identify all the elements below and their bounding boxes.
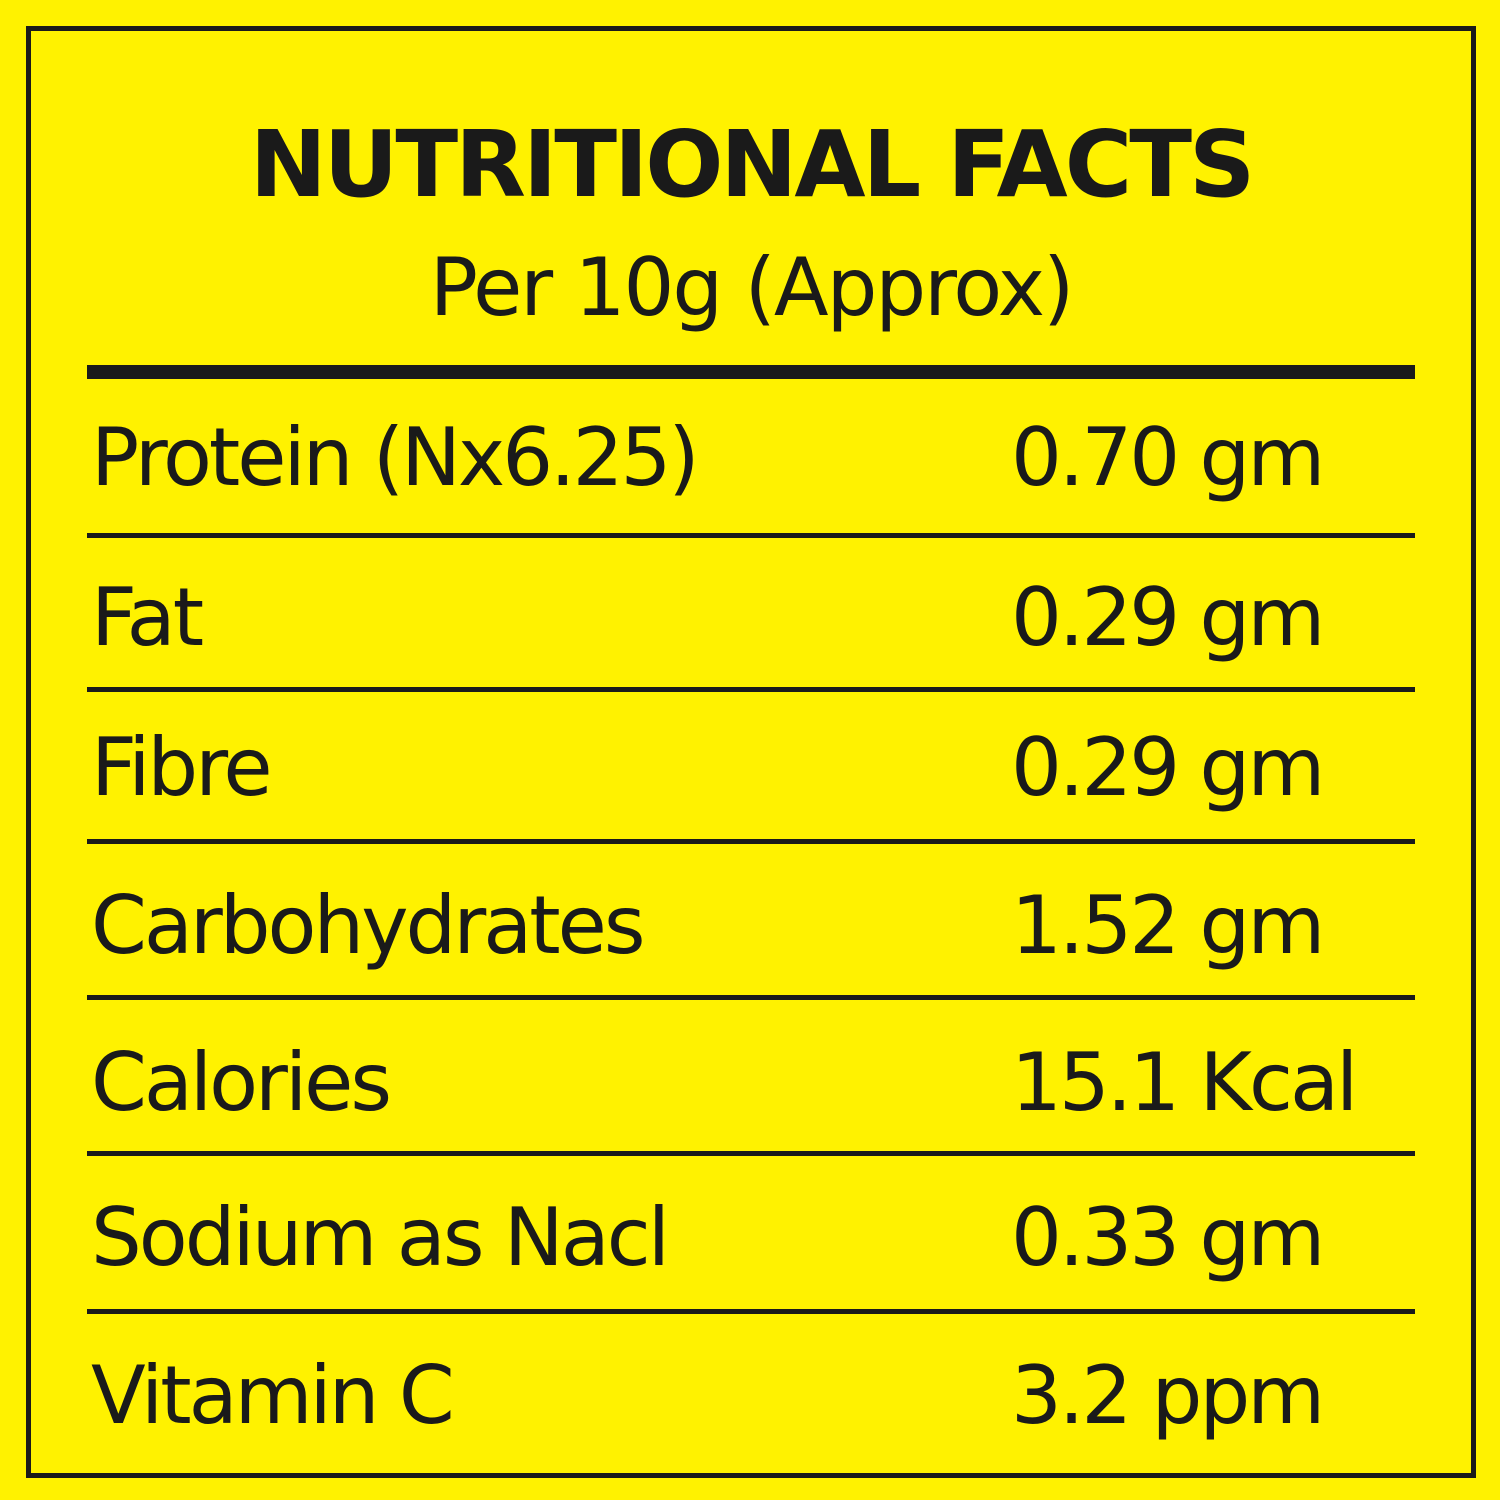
label-cell: Sodium as Nacl: [91, 1191, 670, 1284]
label-cell: Calories: [91, 1036, 392, 1129]
frame: NUTRITIONAL FACTS Per 10g (Approx) Prote…: [26, 26, 1476, 1478]
value-cell: 0.70 gm: [1011, 411, 1325, 504]
label-cell: Carbohydrates: [91, 879, 646, 972]
value-cell: 0.29 gm: [1011, 721, 1325, 814]
value-cell: 0.33 gm: [1011, 1191, 1325, 1284]
value-cell: 1.52 gm: [1011, 879, 1325, 972]
label-cell: Protein (Nx6.25): [91, 411, 700, 504]
label-cell: Fat: [91, 571, 204, 664]
row-divider: [87, 1309, 1415, 1314]
value-cell: 3.2 ppm: [1011, 1349, 1325, 1442]
title: NUTRITIONAL FACTS: [249, 111, 1256, 218]
row-divider: [87, 533, 1415, 538]
row-divider: [87, 995, 1415, 1000]
value-cell: 0.29 gm: [1011, 571, 1325, 664]
row-divider: [87, 1151, 1415, 1156]
value-cell: 15.1 Kcal: [1011, 1036, 1358, 1129]
subtitle: Per 10g (Approx): [429, 241, 1075, 334]
row-divider: [87, 687, 1415, 692]
label-cell: Fibre: [91, 721, 273, 814]
divider: [87, 365, 1415, 379]
row-divider: [87, 839, 1415, 844]
label-cell: Vitamin C: [91, 1349, 455, 1442]
